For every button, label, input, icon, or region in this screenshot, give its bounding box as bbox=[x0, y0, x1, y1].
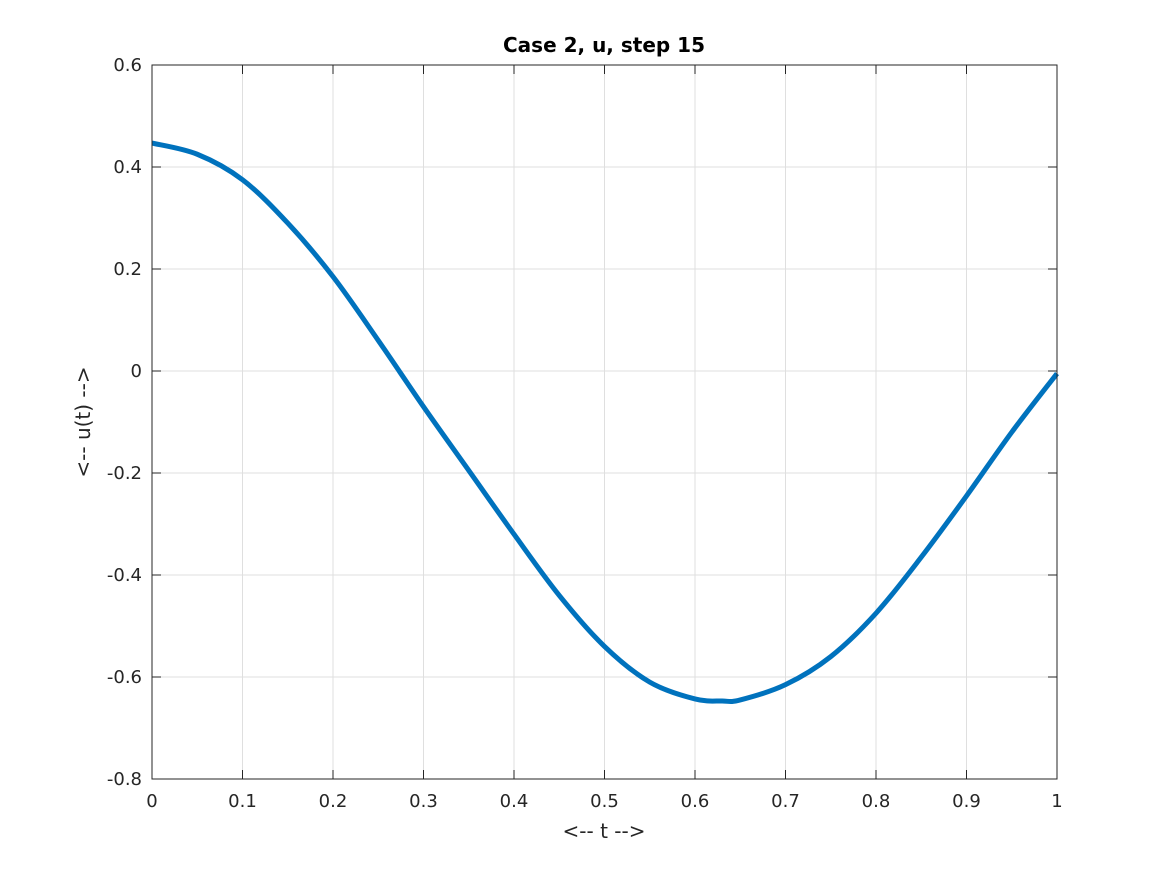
y-tick-label: -0.4 bbox=[107, 565, 142, 586]
x-tick-labels: 0 0.1 0.2 0.3 0.4 0.5 0.6 0.7 0.8 0.9 1 bbox=[146, 791, 1062, 812]
y-axis-label: <-- u(t) --> bbox=[71, 366, 95, 477]
x-tick-label: 0.6 bbox=[681, 791, 710, 812]
x-tick-label: 0.8 bbox=[862, 791, 891, 812]
y-tick-label: -0.6 bbox=[107, 667, 142, 688]
x-tick-label: 0.2 bbox=[319, 791, 348, 812]
chart-title: Case 2, u, step 15 bbox=[503, 33, 705, 57]
x-tick-label: 0.1 bbox=[228, 791, 257, 812]
y-tick-label: 0.4 bbox=[113, 157, 142, 178]
x-tick-label: 0 bbox=[146, 791, 157, 812]
x-tick-label: 0.4 bbox=[500, 791, 529, 812]
y-tick-label: -0.8 bbox=[107, 769, 142, 790]
y-tick-label: 0 bbox=[131, 361, 142, 382]
series-line-u bbox=[151, 140, 1059, 705]
x-tick-label: 0.9 bbox=[952, 791, 981, 812]
x-axis-label: <-- t --> bbox=[563, 819, 646, 843]
y-tick-labels: -0.8 -0.6 -0.4 -0.2 0 0.2 0.4 0.6 bbox=[107, 55, 142, 790]
x-tick-label: 0.7 bbox=[771, 791, 800, 812]
x-tick-label: 1 bbox=[1051, 791, 1062, 812]
y-tick-label: 0.2 bbox=[113, 259, 142, 280]
x-tick-label: 0.5 bbox=[590, 791, 619, 812]
x-tick-label: 0.3 bbox=[409, 791, 438, 812]
series-layer bbox=[151, 140, 1059, 705]
y-tick-label: -0.2 bbox=[107, 463, 142, 484]
tick-marks bbox=[151, 64, 1058, 780]
y-tick-label: 0.6 bbox=[113, 55, 142, 76]
